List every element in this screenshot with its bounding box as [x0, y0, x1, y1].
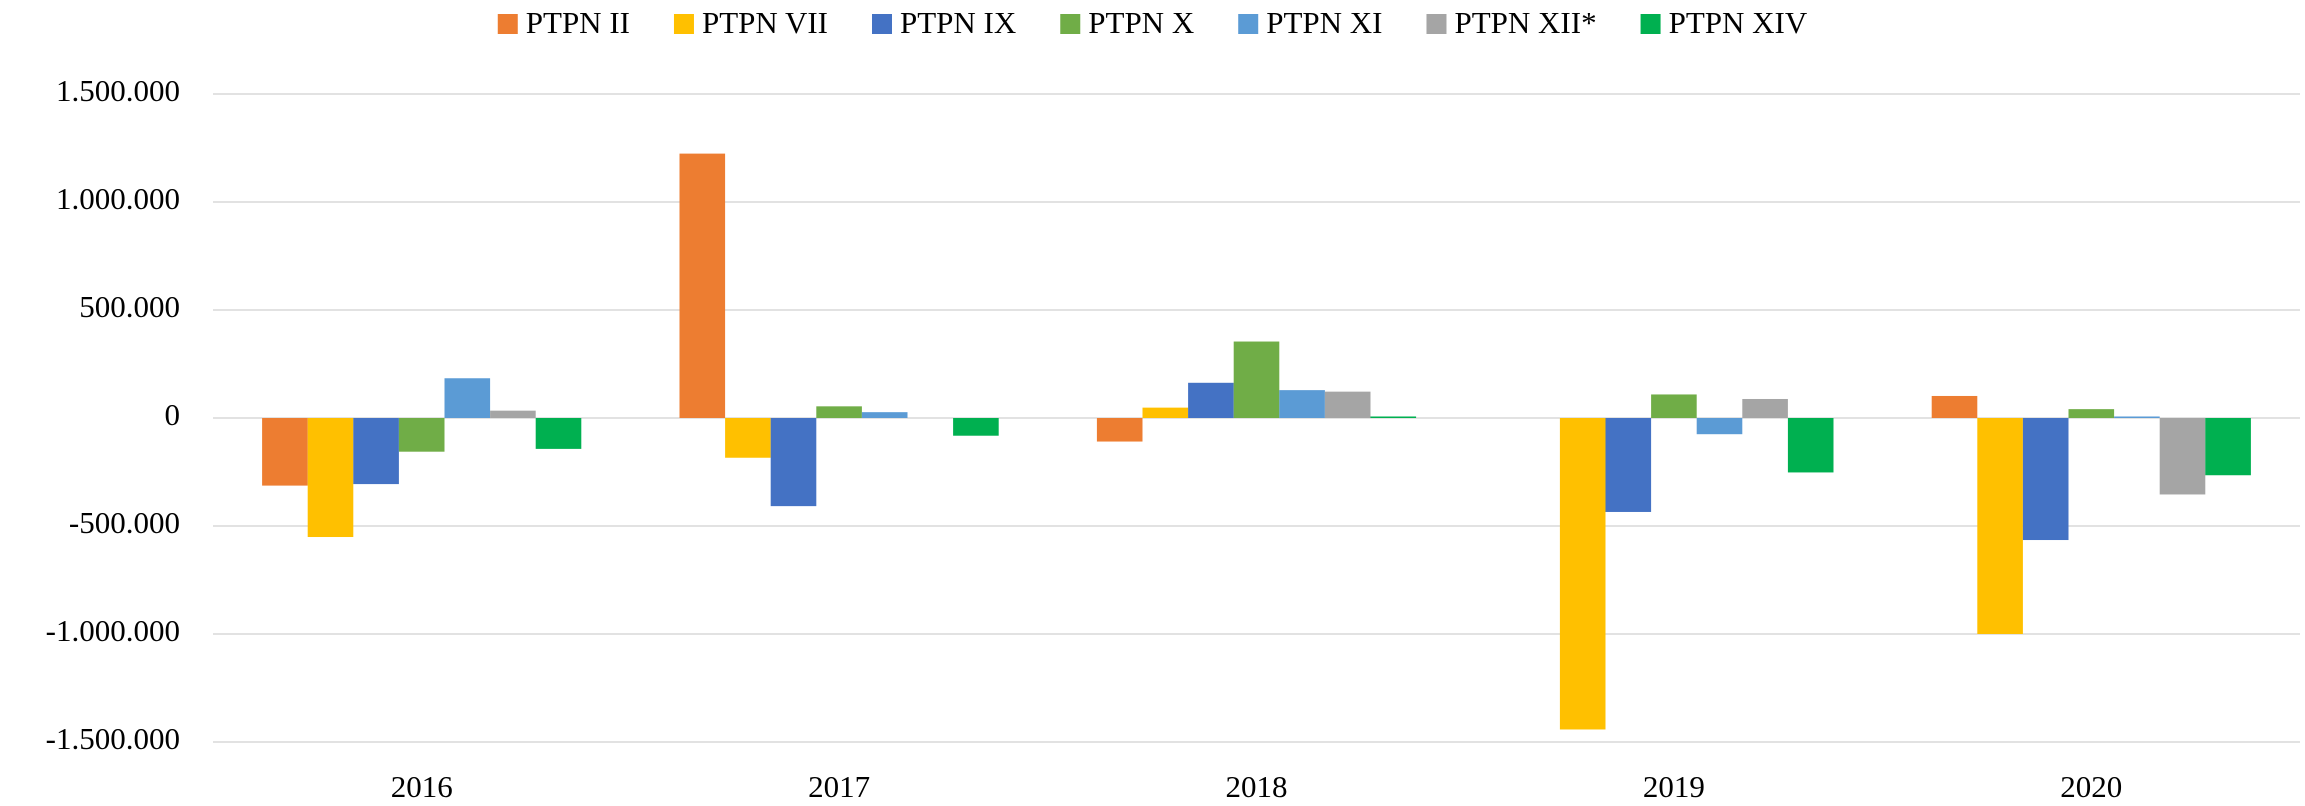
bar	[444, 378, 491, 418]
legend-label: PTPN X	[1088, 5, 1194, 40]
y-tick-label: -1.500.000	[46, 721, 180, 756]
bar	[770, 418, 817, 507]
bar	[953, 418, 999, 436]
legend-swatch	[872, 14, 892, 34]
bar	[861, 412, 908, 418]
legend-swatch	[497, 14, 518, 34]
bar	[1696, 418, 1743, 435]
bar	[1787, 418, 1834, 473]
legend-label: PTPN II	[526, 5, 630, 40]
bar	[2114, 416, 2160, 418]
legend-label: PTPN XIV	[1669, 5, 1808, 40]
x-tick-label: 2017	[808, 769, 870, 804]
legend-label: PTPN VII	[702, 5, 828, 40]
y-tick-label: 500.000	[79, 289, 180, 324]
bar	[2022, 418, 2069, 541]
y-tick-label: 0	[165, 397, 181, 432]
bar	[1605, 418, 1652, 512]
legend-label: PTPN XII*	[1454, 5, 1596, 40]
bar	[816, 406, 862, 418]
bar	[1742, 398, 1788, 418]
legend-swatch	[673, 14, 694, 34]
bar	[1977, 418, 2023, 634]
legend-label: PTPN XI	[1266, 5, 1382, 40]
bar	[2159, 418, 2206, 495]
x-tick-label: 2020	[2060, 769, 2122, 804]
bar	[1188, 382, 1234, 418]
legend-swatch	[1640, 14, 1661, 34]
x-tick-label: 2018	[1226, 769, 1288, 804]
bar	[535, 418, 582, 449]
x-tick-label: 2019	[1643, 769, 1705, 804]
bar	[1279, 390, 1325, 418]
legend-swatch	[1060, 14, 1081, 34]
bar	[1324, 391, 1371, 418]
bar	[1370, 416, 1417, 418]
bar	[1233, 341, 1280, 418]
bar	[679, 153, 726, 418]
y-tick-label: -500.000	[69, 505, 180, 540]
bar	[2068, 409, 2115, 418]
bar	[353, 418, 399, 485]
y-tick-label: 1.500.000	[56, 73, 180, 108]
bar	[1559, 418, 1606, 730]
bar	[1096, 418, 1143, 442]
bar	[1651, 394, 1697, 418]
legend-swatch	[1238, 14, 1259, 34]
legend-swatch	[1426, 14, 1447, 34]
bar	[398, 418, 445, 452]
bar	[1931, 395, 1978, 418]
bar	[490, 410, 536, 418]
legend-label: PTPN IX	[900, 5, 1016, 40]
bar	[1142, 407, 1189, 418]
y-tick-label: -1.000.000	[46, 613, 180, 648]
bar	[2205, 418, 2251, 476]
bar	[262, 418, 308, 486]
bar	[725, 418, 771, 458]
bar	[307, 418, 354, 538]
y-tick-label: 1.000.000	[56, 181, 180, 216]
x-tick-label: 2016	[391, 769, 453, 804]
